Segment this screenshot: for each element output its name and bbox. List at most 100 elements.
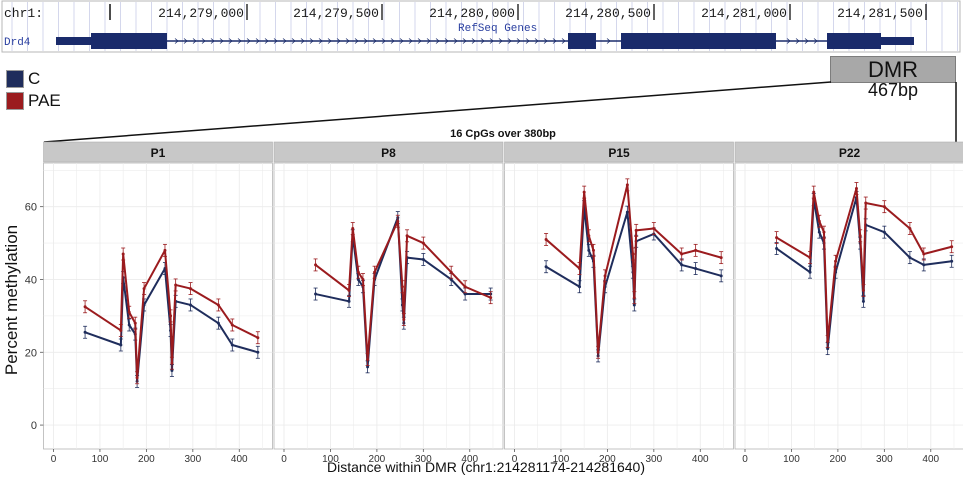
series-c xyxy=(544,200,724,363)
intron-arrow xyxy=(228,38,233,44)
intron-arrow xyxy=(246,38,251,44)
facet-panel-p8: P8 0 100 200 300 400 xyxy=(273,141,504,465)
data-point xyxy=(127,310,131,314)
x-tick-label: 300 xyxy=(184,454,201,465)
intron-arrow xyxy=(192,38,197,44)
data-point xyxy=(119,343,123,347)
data-point xyxy=(489,292,493,296)
data-point xyxy=(603,274,607,278)
x-tick-label: 400 xyxy=(692,454,709,465)
data-point xyxy=(578,285,582,289)
data-point xyxy=(135,376,139,380)
intron-arrow xyxy=(444,38,449,44)
data-point xyxy=(834,259,838,263)
data-point xyxy=(861,299,865,303)
series-pae xyxy=(313,214,493,366)
intron-arrow xyxy=(291,38,296,44)
data-point xyxy=(170,361,174,365)
data-point xyxy=(83,305,87,309)
intron-arrow xyxy=(399,38,404,44)
facet-strip-label: P15 xyxy=(608,146,630,160)
data-point xyxy=(596,354,600,358)
data-point xyxy=(421,257,425,261)
data-point xyxy=(361,277,365,281)
data-point xyxy=(694,248,698,252)
intron-arrow xyxy=(237,38,242,44)
data-point xyxy=(775,236,779,240)
y-axis-label: Percent methylation xyxy=(2,225,21,375)
series-line xyxy=(545,205,722,357)
intron-arrow xyxy=(336,38,341,44)
series-c xyxy=(774,191,954,356)
y-tick-label: 0 xyxy=(31,420,37,432)
data-point xyxy=(83,330,87,334)
data-point xyxy=(174,299,178,303)
data-point xyxy=(396,219,400,223)
series-line xyxy=(545,183,722,354)
data-point xyxy=(400,285,404,289)
gene-label: Drd4 xyxy=(4,37,31,49)
gene-exon xyxy=(91,33,167,49)
data-point xyxy=(861,288,865,292)
data-point xyxy=(694,267,698,271)
data-point xyxy=(356,277,360,281)
intron-arrow xyxy=(507,38,512,44)
zoom-line-left xyxy=(43,81,832,143)
data-point xyxy=(634,228,638,232)
x-tick-label: 100 xyxy=(783,454,800,465)
data-point xyxy=(634,239,638,243)
data-point xyxy=(449,277,453,281)
x-tick-label: 0 xyxy=(742,454,748,465)
series-c xyxy=(83,262,260,388)
data-point xyxy=(812,190,816,194)
data-point xyxy=(834,270,838,274)
data-point xyxy=(142,303,146,307)
x-tick-label: 300 xyxy=(645,454,662,465)
x-tick-label: 300 xyxy=(876,454,893,465)
data-point xyxy=(449,270,453,274)
facet-plot-area xyxy=(734,162,963,450)
data-point xyxy=(922,263,926,267)
data-point xyxy=(396,216,400,220)
x-axis-label: Distance within DMR (chr1:214281174-2142… xyxy=(327,459,645,475)
dmr-size: 467bp xyxy=(867,80,919,100)
intron-arrow xyxy=(606,38,611,44)
track-frame xyxy=(1,0,961,53)
gene-utr xyxy=(56,37,92,45)
y-axis: 0 20 40 60 xyxy=(25,202,44,432)
data-point xyxy=(822,230,826,234)
data-point xyxy=(119,328,123,332)
data-point xyxy=(854,186,858,190)
intron-arrow xyxy=(372,38,377,44)
x-tick-label: 200 xyxy=(599,454,616,465)
data-point xyxy=(882,230,886,234)
intron-arrow xyxy=(363,38,368,44)
data-point xyxy=(463,285,467,289)
intron-arrow xyxy=(786,38,791,44)
data-point xyxy=(596,350,600,354)
data-point xyxy=(652,227,656,231)
track-position-label: 214,279,000 xyxy=(158,6,244,21)
intron-arrow xyxy=(201,38,206,44)
data-point xyxy=(822,241,826,245)
data-point xyxy=(775,247,779,251)
intron-arrow xyxy=(183,38,188,44)
intron-arrow xyxy=(462,38,467,44)
intron-arrow xyxy=(471,38,476,44)
gene-utr xyxy=(881,37,914,45)
data-point xyxy=(121,252,125,256)
x-tick-label: 200 xyxy=(830,454,847,465)
data-point xyxy=(405,256,409,260)
facet-plot-area xyxy=(273,162,504,450)
facet-panel-p15: P15 0 100 200 300 400 xyxy=(504,141,734,465)
data-point xyxy=(169,328,173,332)
data-point xyxy=(347,288,351,292)
genome-track: chr1: 214,279,000 214,279,500 214,280,000 2… xyxy=(0,0,963,62)
data-point xyxy=(189,303,193,307)
series-line xyxy=(84,249,259,379)
intron-arrow xyxy=(390,38,395,44)
data-point xyxy=(812,197,816,201)
intron-arrow xyxy=(309,38,314,44)
gene-exon xyxy=(568,33,596,49)
x-tick-label: 100 xyxy=(553,454,570,465)
